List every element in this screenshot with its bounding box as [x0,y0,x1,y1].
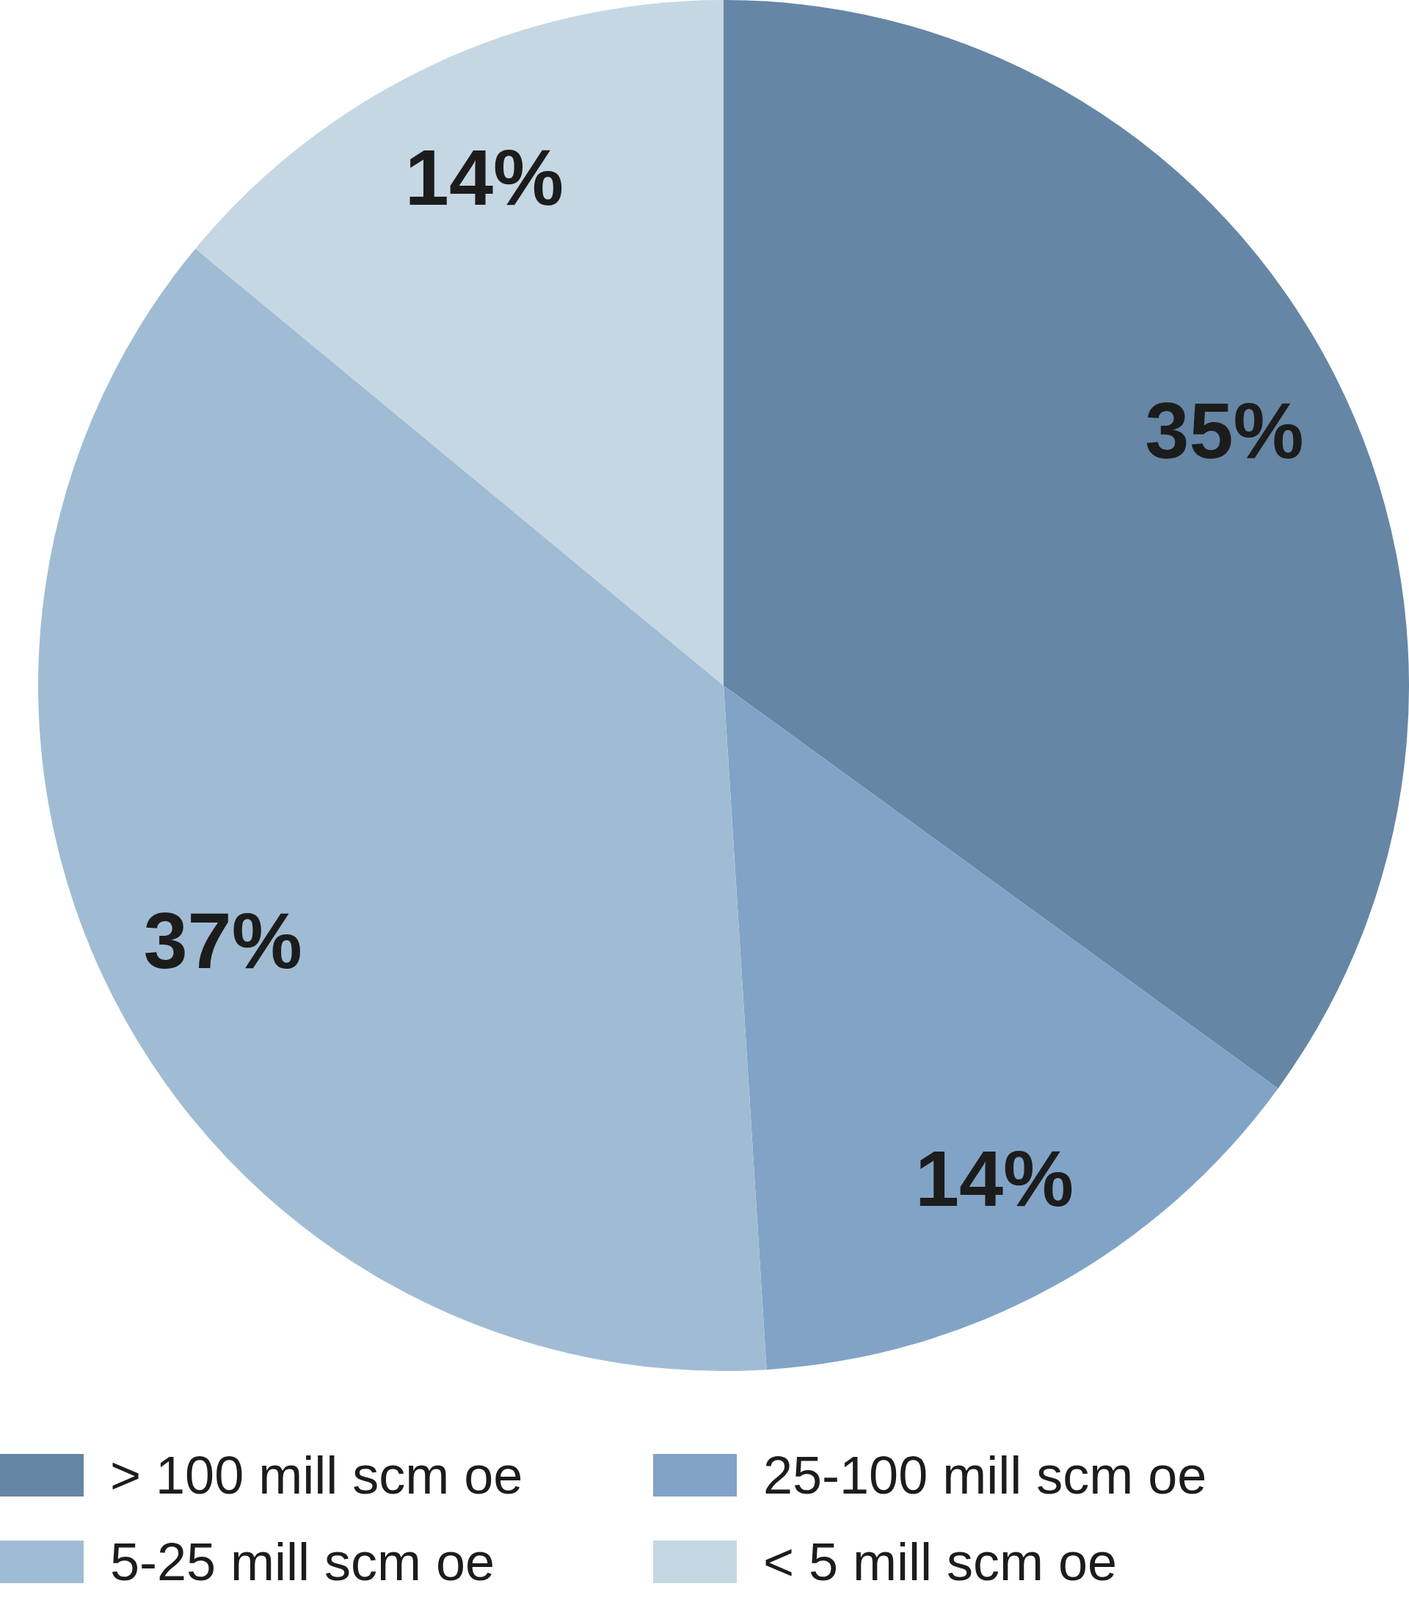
html-text:< 5 mill scm oe: < 5 mill scm oe [763,1532,1117,1591]
html-text:5-25 mill scm oe: 5-25 mill scm oe [110,1532,495,1591]
svg-text:14%: 14% [915,1133,1074,1223]
html-text:> 100 mill scm oe: > 100 mill scm oe [110,1445,523,1505]
svg-text:35%: 35% [1144,386,1304,475]
svg-text:14%: 14% [405,132,564,222]
svg-text:37%: 37% [143,896,303,985]
html-text:25-100 mill scm oe: 25-100 mill scm oe [763,1445,1207,1505]
